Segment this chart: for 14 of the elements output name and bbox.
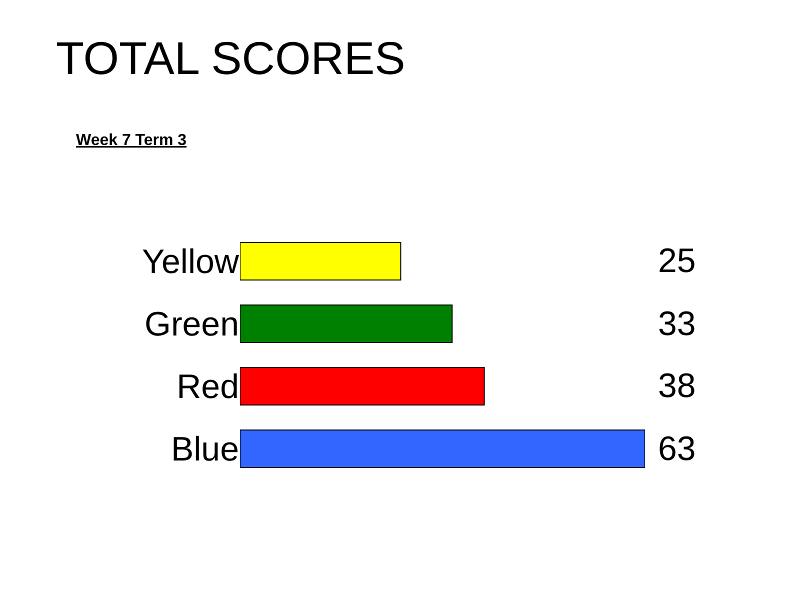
chart-subtitle: Week 7 Term 3	[76, 132, 187, 149]
y-tick-label: Red	[176, 368, 239, 406]
y-tick-label: Blue	[170, 430, 239, 469]
data-label: 38	[658, 367, 696, 405]
data-label: 25	[658, 242, 696, 280]
y-tick-label: Green	[144, 306, 239, 344]
y-tick-label: Yellow	[142, 243, 240, 282]
bar	[240, 430, 645, 468]
bar	[240, 367, 485, 406]
bar	[240, 242, 402, 280]
data-label: 33	[658, 305, 696, 343]
bar	[240, 304, 453, 343]
chart-title: TOTAL SCORES	[56, 32, 406, 84]
data-label: 63	[658, 430, 696, 468]
